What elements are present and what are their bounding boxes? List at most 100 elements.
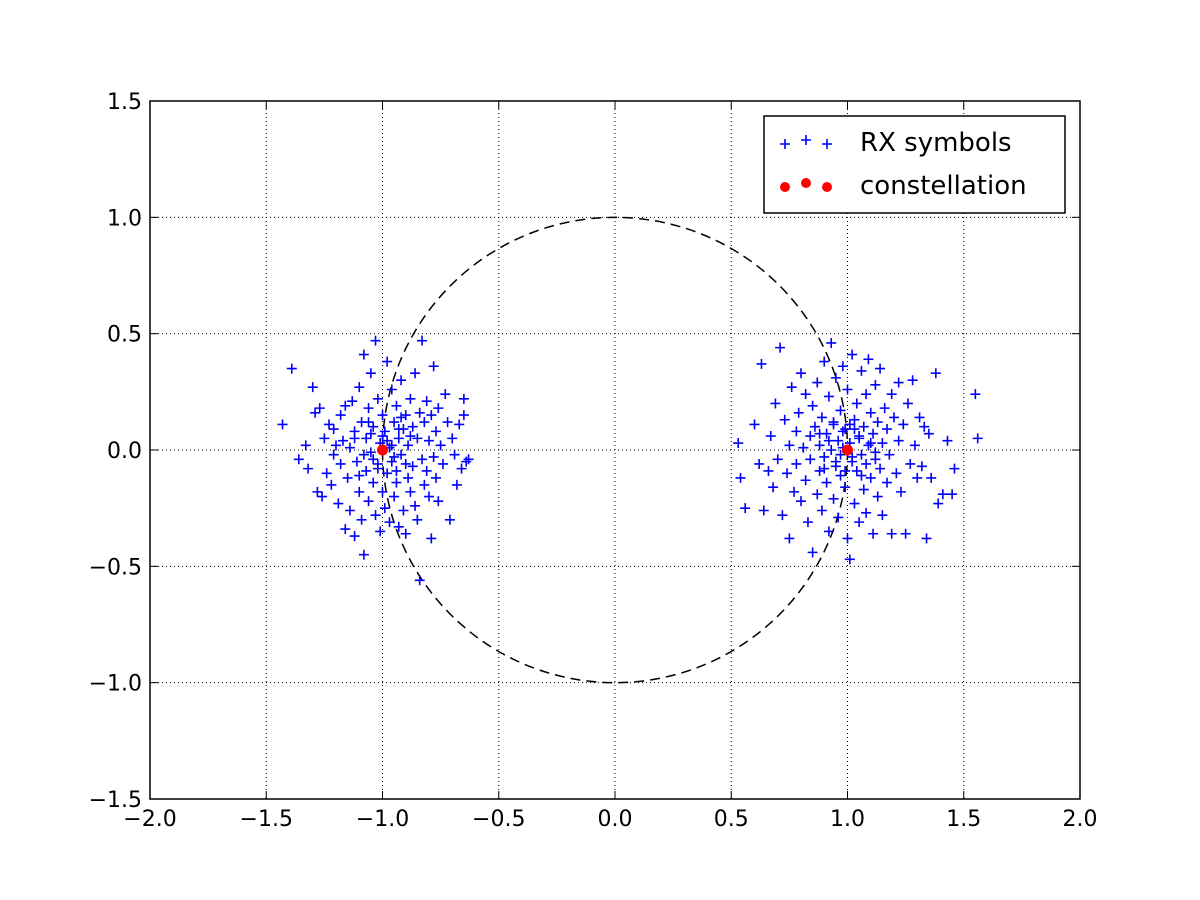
rx-symbol-point	[365, 447, 376, 458]
rx-symbol-point	[754, 458, 765, 469]
rx-symbol-point	[377, 486, 388, 497]
rx-symbol-point	[389, 417, 400, 428]
legend-label-constellation: constellation	[860, 171, 1027, 201]
rx-symbol-point	[816, 412, 827, 423]
rx-symbol-point	[905, 458, 916, 469]
rx-symbol-point	[393, 521, 404, 532]
rx-symbol-point	[840, 482, 851, 493]
rx-symbol-point	[382, 435, 393, 446]
rx-symbol-point	[784, 533, 795, 544]
x-tick-label: −1.0	[356, 807, 409, 832]
legend-marker-rx-symbols	[822, 139, 832, 149]
y-tick-label: −0.5	[89, 555, 142, 580]
rx-symbol-point	[444, 514, 455, 525]
legend-label-rx-symbols: RX symbols	[860, 128, 1012, 158]
rx-symbol-point	[805, 454, 816, 465]
rx-symbol-point	[807, 547, 818, 558]
rx-symbol-point	[405, 431, 416, 442]
rx-symbol-point	[389, 491, 400, 502]
rx-symbol-point	[430, 426, 441, 437]
rx-symbol-point	[317, 491, 328, 502]
rx-symbol-point	[835, 405, 846, 416]
rx-symbol-point	[293, 454, 304, 465]
legend-box	[763, 115, 1066, 214]
x-tick-label: 2.0	[1063, 807, 1098, 832]
rx-symbol-point	[433, 403, 444, 414]
rx-symbol-point	[886, 389, 897, 400]
rx-symbol-point	[812, 377, 823, 388]
rx-symbol-point	[823, 526, 834, 537]
rx-symbol-point	[919, 421, 930, 432]
rx-symbol-point	[823, 435, 834, 446]
rx-symbol-point	[758, 505, 769, 516]
rx-symbol-point	[942, 435, 953, 446]
rx-symbol-point	[854, 517, 865, 528]
rx-symbol-point	[856, 470, 867, 481]
rx-symbol-point	[907, 375, 918, 386]
y-tick-label: −1.0	[89, 672, 142, 697]
rx-symbol-point	[837, 426, 848, 437]
rx-symbol-point	[826, 445, 837, 455]
rx-symbol-point	[447, 433, 458, 444]
rx-symbol-point	[335, 458, 346, 469]
rx-symbol-point	[861, 507, 872, 518]
rx-symbol-point	[796, 496, 806, 507]
rx-symbol-point	[407, 461, 418, 472]
rx-symbol-point	[889, 412, 899, 423]
rx-symbol-point	[391, 400, 402, 411]
rx-symbol-point	[756, 358, 767, 369]
rx-symbol-point	[382, 356, 393, 367]
rx-symbol-point	[386, 440, 397, 451]
rx-symbol-point	[307, 382, 318, 393]
rx-symbol-point	[814, 440, 825, 451]
rx-symbol-point	[833, 435, 844, 446]
rx-symbol-point	[417, 454, 428, 465]
legend-marker-rx-symbols	[801, 135, 811, 145]
rx-symbol-point	[861, 389, 872, 400]
rx-symbol-point	[800, 475, 811, 486]
rx-symbol-point	[440, 389, 451, 400]
x-tick-label: −2.0	[123, 807, 176, 832]
rx-symbol-point	[312, 486, 323, 497]
rx-symbol-point	[421, 396, 432, 407]
y-tick-label: 0.5	[107, 323, 142, 348]
rx-symbol-point	[363, 417, 374, 428]
rx-symbol-point	[847, 349, 858, 360]
rx-symbol-point	[823, 391, 834, 402]
rx-symbol-point	[798, 442, 809, 453]
rx-symbol-point	[872, 417, 883, 428]
data-points	[277, 335, 983, 586]
rx-symbol-point	[844, 419, 855, 430]
rx-symbol-point	[337, 435, 348, 446]
rx-symbol-point	[328, 424, 339, 435]
rx-symbol-point	[863, 354, 874, 365]
rx-symbol-point	[396, 449, 407, 460]
rx-symbol-point	[417, 335, 428, 346]
rx-symbol-point	[365, 428, 376, 439]
rx-symbol-point	[358, 349, 369, 360]
rx-symbol-point	[442, 417, 453, 428]
rx-symbol-point	[347, 396, 358, 407]
rx-symbol-point	[370, 510, 381, 521]
rx-symbol-point	[370, 335, 381, 346]
rx-symbol-point	[419, 417, 430, 428]
y-tick-label: −1.5	[89, 788, 142, 813]
rx-symbol-point	[814, 465, 825, 476]
rx-symbol-point	[403, 440, 414, 451]
rx-symbol-point	[365, 368, 376, 379]
rx-symbol-point	[393, 424, 404, 435]
rx-symbol-point	[809, 421, 820, 432]
rx-symbol-point	[851, 398, 862, 409]
rx-symbol-point	[875, 363, 886, 374]
rx-symbol-point	[791, 426, 802, 437]
rx-symbol-point	[321, 468, 332, 479]
rx-symbol-point	[765, 431, 776, 442]
rx-symbol-point	[819, 356, 830, 367]
rx-symbol-point	[768, 482, 779, 493]
rx-symbol-point	[833, 512, 844, 523]
rx-symbol-point	[835, 449, 846, 460]
rx-symbol-point	[865, 472, 876, 483]
rx-symbol-point	[789, 486, 800, 497]
rx-symbol-point	[354, 486, 365, 497]
